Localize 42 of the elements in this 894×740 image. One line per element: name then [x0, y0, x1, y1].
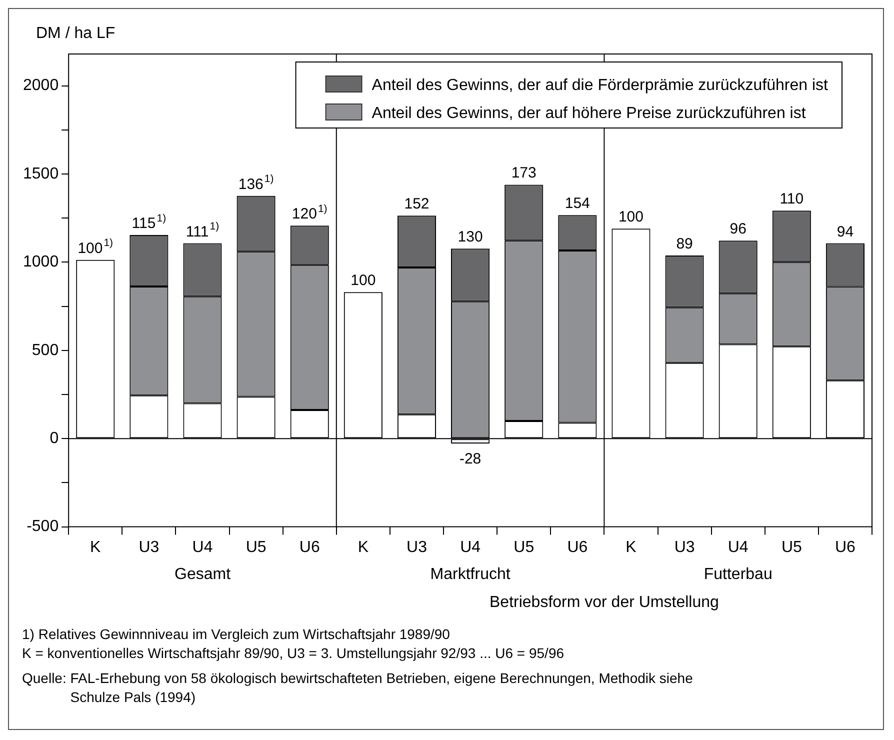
y-tick-label: 0	[50, 430, 59, 447]
x-tick-label: U4	[460, 538, 481, 556]
x-tick-label: U6	[834, 538, 856, 556]
data-label: -28	[459, 450, 482, 468]
text: Gesamt	[174, 566, 232, 583]
text: 130	[458, 228, 483, 246]
x-tick-label: U3	[138, 538, 160, 556]
x-tick-label: K	[90, 538, 102, 556]
text: 1) Relatives Gewinnniveau im Vergleich zum Wirtschaftsjahr 1989/90	[22, 626, 450, 642]
y-tick-label: 1500	[23, 165, 59, 182]
text: 173	[511, 164, 536, 182]
x-tick-label: U4	[728, 538, 748, 556]
text: Marktfrucht	[430, 566, 511, 583]
x-tick-label: U6	[299, 538, 320, 556]
y-axis-title: DM / ha LF	[36, 25, 116, 42]
x-tick-label: K	[358, 538, 369, 556]
legend-label: Anteil des Gewinns, der auf die Förderprämie zurückzuführen ist	[372, 77, 829, 94]
text: 89	[676, 235, 693, 252]
x-tick-label: U6	[567, 538, 588, 556]
text: 110	[780, 190, 804, 208]
x-tick-label: U4	[192, 538, 213, 556]
x-axis-title: Betriebsform vor der Umstellung	[489, 594, 719, 611]
text: 154	[564, 195, 590, 212]
text: 96	[730, 220, 746, 238]
x-tick-label: U3	[674, 538, 695, 556]
text: 100	[618, 208, 644, 226]
y-tick-label: -500	[26, 518, 59, 536]
text: Futterbau	[704, 566, 772, 583]
text: 94	[836, 223, 854, 240]
x-tick-label: U5	[514, 538, 534, 556]
x-tick-label: K	[626, 538, 637, 556]
x-tick-label: U5	[246, 538, 266, 556]
x-tick-label: U3	[406, 538, 428, 556]
legend-label: Anteil des Gewinns, der auf höhere Preise zurückzuführen ist	[372, 105, 806, 122]
text: K = konventionelles Wirtschaftsjahr 89/90, U3 = 3. Umstellungsjahr 92/93 ... U6 = 95/96	[22, 644, 564, 661]
text: 100	[350, 272, 376, 290]
x-tick-label: U5	[781, 538, 802, 556]
y-tick-label: 500	[32, 342, 59, 359]
y-tick-label: 1000	[23, 254, 59, 271]
source-note: Quelle: FAL-Erhebung von 58 ökologisch bewirtschafteten Betrieben, eigene Berechnungen, Methodik siehe Schulze Pals (1994)	[22, 670, 694, 705]
y-tick-label: 2000	[23, 77, 59, 94]
text: 152	[404, 196, 430, 213]
